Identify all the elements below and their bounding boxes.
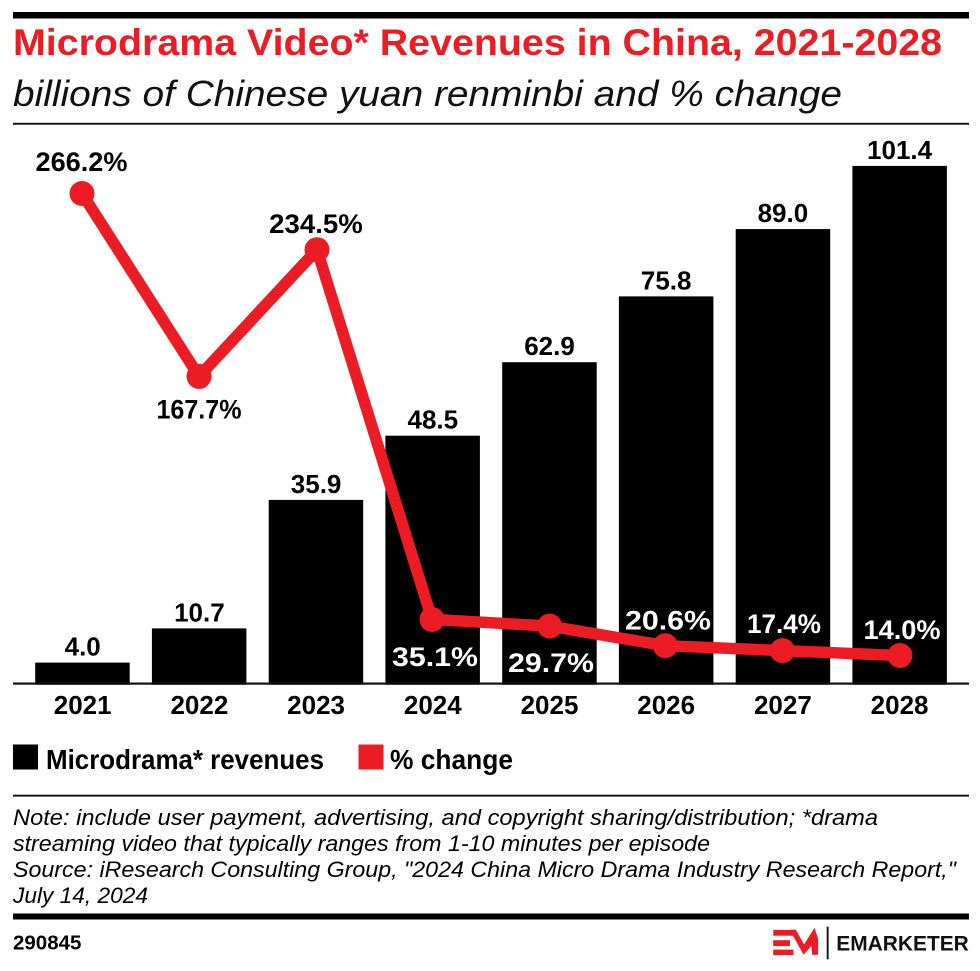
- svg-text:101.4: 101.4: [867, 135, 933, 165]
- svg-text:29.7%: 29.7%: [508, 648, 594, 678]
- svg-text:35.1%: 35.1%: [392, 642, 478, 672]
- svg-text:234.5%: 234.5%: [269, 209, 363, 239]
- svg-text:Note: include user payment, ad: Note: include user payment, advertising,…: [13, 805, 878, 830]
- svg-text:EMARKETER: EMARKETER: [836, 931, 969, 955]
- svg-text:2024: 2024: [404, 690, 462, 720]
- svg-text:35.9: 35.9: [291, 469, 342, 499]
- svg-text:2021: 2021: [54, 690, 112, 720]
- svg-text:75.8: 75.8: [641, 265, 692, 295]
- svg-text:89.0: 89.0: [758, 198, 809, 228]
- svg-text:2025: 2025: [521, 690, 579, 720]
- svg-text:17.4%: 17.4%: [747, 609, 821, 639]
- svg-text:2028: 2028: [871, 690, 929, 720]
- svg-text:Source: iResearch Consulting G: Source: iResearch Consulting Group, "202…: [13, 857, 957, 882]
- svg-text:Microdrama* revenues: Microdrama* revenues: [46, 744, 324, 775]
- svg-text:48.5: 48.5: [407, 405, 458, 435]
- svg-text:14.0%: 14.0%: [864, 615, 941, 645]
- svg-text:10.7: 10.7: [174, 597, 225, 627]
- svg-text:billions of Chinese yuan renmi: billions of Chinese yuan renminbi and % …: [13, 73, 842, 114]
- svg-text:290845: 290845: [13, 932, 81, 955]
- svg-text:July 14, 2024: July 14, 2024: [12, 883, 148, 908]
- svg-text:2023: 2023: [287, 690, 345, 720]
- svg-text:4.0: 4.0: [65, 632, 101, 662]
- svg-text:Microdrama Video* Revenues in: Microdrama Video* Revenues in China, 202…: [13, 22, 942, 63]
- svg-text:167.7%: 167.7%: [157, 395, 242, 425]
- svg-text:2026: 2026: [637, 690, 695, 720]
- svg-text:streaming video that typically: streaming video that typically ranges fr…: [13, 831, 710, 856]
- svg-text:2022: 2022: [170, 690, 228, 720]
- svg-text:266.2%: 266.2%: [36, 147, 128, 177]
- svg-text:62.9: 62.9: [524, 331, 575, 361]
- svg-text:20.6%: 20.6%: [625, 606, 711, 636]
- svg-text:% change: % change: [390, 744, 513, 775]
- svg-text:2027: 2027: [754, 690, 812, 720]
